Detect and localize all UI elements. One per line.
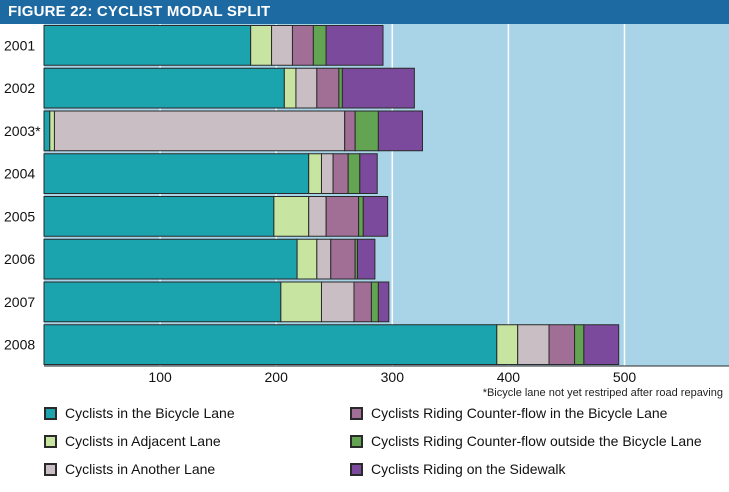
bar-segment — [377, 110, 423, 152]
bar-segment — [320, 281, 355, 323]
bar-segment — [377, 281, 390, 323]
bar-segment — [353, 281, 372, 323]
bar-segment — [280, 281, 322, 323]
bar-segment — [308, 153, 322, 195]
title-bar: FIGURE 22: CYCLIST MODAL SPLIT — [0, 0, 729, 24]
footnote: *Bicycle lane not yet restriped after ro… — [482, 387, 723, 399]
bar-segment — [341, 67, 415, 109]
bar-segment — [291, 24, 314, 66]
bar-segment — [583, 324, 620, 366]
legend-swatch — [44, 462, 57, 476]
x-tick-label: 100 — [148, 369, 172, 384]
bar-segment — [312, 24, 327, 66]
legend-label: Cyclists Riding on the Sidewalk — [371, 461, 566, 477]
bar-segment — [338, 67, 343, 109]
legend-item-bicycle-lane: Cyclists in the Bicycle Lane — [44, 403, 235, 423]
x-tick-label: 500 — [613, 369, 637, 384]
bar-segment — [548, 324, 576, 366]
bar-segment — [43, 67, 285, 109]
bar-segment — [330, 238, 356, 280]
category-label: 2002 — [4, 80, 35, 96]
category-label: 2007 — [4, 294, 35, 310]
category-label: 2008 — [4, 337, 35, 353]
legend-swatch — [44, 406, 57, 420]
bar-segment — [344, 110, 356, 152]
bar-segment — [53, 110, 346, 152]
bar-segment — [250, 24, 273, 66]
bar-segment — [49, 110, 55, 152]
legend-label: Cyclists Riding Counter-flow outside the… — [371, 433, 702, 449]
category-label: 2005 — [4, 208, 35, 224]
bar-segment — [43, 195, 275, 237]
category-label: 2004 — [4, 166, 35, 182]
legend-label: Cyclists in Adjacent Lane — [65, 433, 221, 449]
legend-swatch — [44, 434, 57, 448]
bar-segment — [43, 24, 252, 66]
legend-swatch — [350, 434, 363, 448]
bar-segment — [359, 153, 378, 195]
category-label: 2003* — [4, 123, 41, 139]
category-label: 2006 — [4, 251, 35, 267]
bar-segment — [43, 153, 310, 195]
bar-segment — [332, 153, 349, 195]
bar-segment — [362, 195, 389, 237]
legend-item-sidewalk: Cyclists Riding on the Sidewalk — [350, 459, 566, 479]
bar-segment — [43, 110, 51, 152]
legend-item-another-lane: Cyclists in Another Lane — [44, 459, 215, 479]
bar-segment — [43, 238, 298, 280]
bar-segment — [316, 67, 340, 109]
bar-segment — [43, 281, 282, 323]
legend-item-counterflow-in-lane: Cyclists Riding Counter-flow in the Bicy… — [350, 403, 667, 423]
bar-segment — [273, 195, 310, 237]
bar-segment — [496, 324, 519, 366]
bar-segment — [370, 281, 379, 323]
chart-title: FIGURE 22: CYCLIST MODAL SPLIT — [8, 3, 271, 20]
bar-segment — [574, 324, 585, 366]
bar-segment — [316, 238, 332, 280]
bar-segment — [325, 195, 360, 237]
legend-item-adjacent-lane: Cyclists in Adjacent Lane — [44, 431, 221, 451]
bar-segment — [356, 238, 376, 280]
bar-segment — [295, 67, 318, 109]
x-tick-label: 300 — [381, 369, 405, 384]
bar-segment — [354, 110, 379, 152]
legend-swatch — [350, 406, 363, 420]
x-tick-label: 400 — [497, 369, 521, 384]
bar-segment — [283, 67, 297, 109]
bar-segment — [358, 195, 364, 237]
bar-segment — [517, 324, 550, 366]
category-label: 2001 — [4, 37, 35, 53]
legend-item-counterflow-outside-lane: Cyclists Riding Counter-flow outside the… — [350, 431, 702, 451]
legend-label: Cyclists Riding Counter-flow in the Bicy… — [371, 405, 668, 421]
bar-segment — [296, 238, 318, 280]
chart: 2001 2002 2003* 2004 2005 2006 2007 2008 100 200 3… — [4, 24, 729, 384]
x-tick-label: 200 — [265, 369, 289, 384]
legend-label: Cyclists in the Bicycle Lane — [65, 405, 235, 421]
legend-label: Cyclists in Another Lane — [65, 461, 216, 477]
bar-segment — [271, 24, 293, 66]
bar-segment — [320, 153, 334, 195]
bar-segment — [43, 324, 498, 366]
bar-segment — [325, 24, 384, 66]
bar-segment — [347, 153, 361, 195]
legend-swatch — [350, 462, 363, 476]
bar-segment — [308, 195, 327, 237]
